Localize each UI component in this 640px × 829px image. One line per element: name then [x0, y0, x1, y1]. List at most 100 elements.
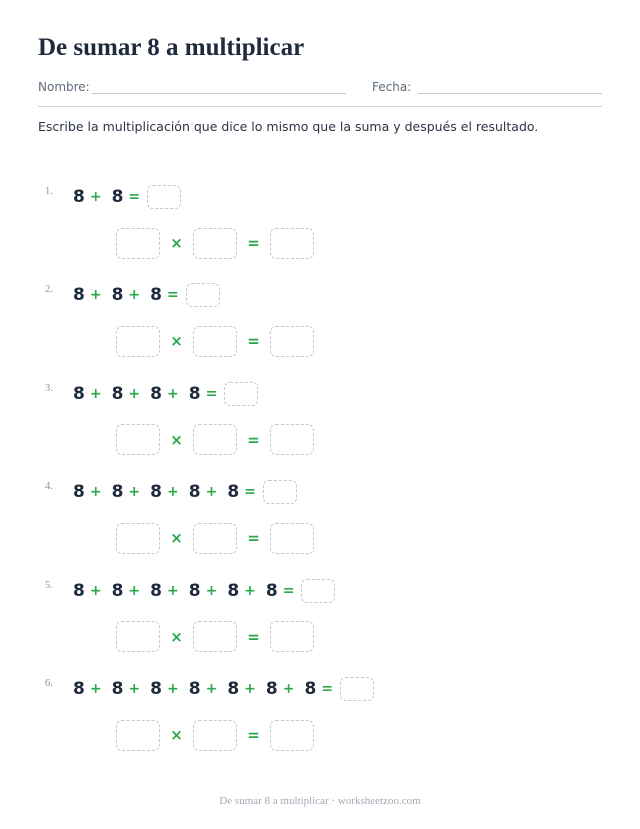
addend: 8	[227, 580, 240, 601]
multiplication-expression: × =	[116, 424, 314, 456]
problem-number: 1.	[45, 186, 53, 197]
addend: 8	[265, 580, 278, 601]
addend: 8	[111, 187, 124, 207]
times-sign: ×	[170, 529, 183, 548]
plus-sign: +	[89, 484, 102, 501]
problem-number: 2.	[45, 284, 53, 296]
factor-box[interactable]	[116, 621, 160, 653]
factor-box[interactable]	[116, 719, 160, 751]
date-field[interactable]	[418, 93, 602, 94]
sum-answer-box[interactable]	[185, 283, 220, 308]
addition-expression: 8 +8 +8 =	[73, 282, 220, 308]
addend: 8	[73, 383, 85, 404]
plus-sign: +	[89, 189, 102, 205]
sum-answer-box[interactable]	[340, 677, 375, 701]
product-box[interactable]	[270, 719, 314, 751]
equals-sign: =	[247, 529, 260, 548]
product-box[interactable]	[270, 522, 314, 554]
equals-sign: =	[244, 484, 256, 501]
problem-item: 3. 8 +8 +8 +8 = × =	[0, 381, 640, 471]
problem-item: 4. 8 +8 +8 +8 +8 = × =	[0, 479, 640, 569]
factor-box[interactable]	[193, 621, 237, 653]
factor-box[interactable]	[116, 424, 160, 456]
plus-sign: +	[167, 681, 179, 697]
times-sign: ×	[170, 627, 183, 646]
problem-item: 2. 8 +8 +8 = × =	[0, 282, 640, 372]
problem-number: 3.	[45, 382, 53, 394]
sum-answer-box[interactable]	[262, 480, 297, 505]
product-box[interactable]	[270, 325, 314, 357]
product-box[interactable]	[270, 227, 314, 259]
name-date-row: Nombre: Fecha:	[38, 80, 602, 98]
multiplication-expression: × =	[116, 621, 314, 653]
equals-sign: =	[321, 681, 334, 697]
product-box[interactable]	[270, 621, 314, 653]
addition-expression: 8 +8 +8 +8 +8 +8 +8 =	[73, 676, 375, 702]
factor-box[interactable]	[193, 719, 237, 751]
plus-sign: +	[128, 385, 141, 402]
plus-sign: +	[89, 385, 102, 402]
addend: 8	[150, 383, 162, 404]
addend: 8	[111, 580, 124, 601]
addend: 8	[73, 580, 85, 601]
equals-sign: =	[247, 726, 260, 744]
plus-sign: +	[205, 582, 218, 599]
addend: 8	[304, 679, 317, 699]
addend: 8	[73, 285, 85, 306]
date-label: Fecha:	[372, 80, 412, 94]
name-label: Nombre:	[38, 80, 90, 94]
problem-item: 6. 8 +8 +8 +8 +8 +8 +8 = × =	[0, 676, 640, 766]
addend: 8	[188, 383, 201, 404]
sum-answer-box[interactable]	[224, 381, 259, 406]
factor-box[interactable]	[116, 325, 160, 357]
addend: 8	[111, 383, 124, 404]
addend: 8	[150, 285, 162, 306]
addend: 8	[111, 679, 124, 699]
addend: 8	[188, 482, 201, 503]
plus-sign: +	[205, 681, 218, 697]
problem-number: 4.	[45, 481, 53, 493]
equals-sign: =	[247, 332, 260, 351]
problem-number: 6.	[45, 678, 53, 689]
equals-sign: =	[247, 234, 260, 252]
problem-item: 5. 8 +8 +8 +8 +8 +8 = × =	[0, 578, 640, 668]
instructions: Escribe la multiplicación que dice lo mi…	[38, 119, 539, 134]
factor-box[interactable]	[193, 424, 237, 456]
plus-sign: +	[282, 681, 295, 697]
addend: 8	[73, 482, 85, 503]
addend: 8	[188, 679, 201, 699]
sum-answer-box[interactable]	[301, 578, 336, 603]
plus-sign: +	[167, 385, 179, 402]
plus-sign: +	[167, 484, 179, 501]
times-sign: ×	[170, 332, 183, 351]
factor-box[interactable]	[193, 325, 237, 357]
addend: 8	[150, 679, 162, 699]
factor-box[interactable]	[193, 522, 237, 554]
sum-answer-box[interactable]	[147, 185, 182, 209]
addition-expression: 8 +8 +8 +8 +8 =	[73, 479, 297, 505]
addend: 8	[150, 580, 162, 601]
factor-box[interactable]	[116, 227, 160, 259]
name-field[interactable]	[92, 93, 346, 94]
product-box[interactable]	[270, 424, 314, 456]
addend: 8	[111, 285, 124, 306]
multiplication-expression: × =	[116, 522, 314, 554]
factor-box[interactable]	[116, 522, 160, 554]
footer: De sumar 8 a multiplicar · worksheetzoo.…	[219, 795, 421, 807]
page-title: De sumar 8 a multiplicar	[38, 34, 305, 61]
times-sign: ×	[170, 430, 183, 449]
problem-number: 5.	[45, 579, 53, 591]
plus-sign: +	[89, 582, 102, 599]
plus-sign: +	[244, 681, 256, 697]
addition-expression: 8 +8 =	[73, 184, 182, 210]
factor-box[interactable]	[193, 227, 237, 259]
plus-sign: +	[128, 582, 141, 599]
equals-sign: =	[282, 582, 295, 599]
plus-sign: +	[128, 681, 141, 697]
addend: 8	[150, 482, 162, 503]
problem-item: 1. 8 +8 = × =	[0, 184, 640, 274]
equals-sign: =	[247, 627, 260, 646]
plus-sign: +	[244, 582, 256, 599]
addend: 8	[188, 580, 201, 601]
addend: 8	[73, 679, 85, 699]
